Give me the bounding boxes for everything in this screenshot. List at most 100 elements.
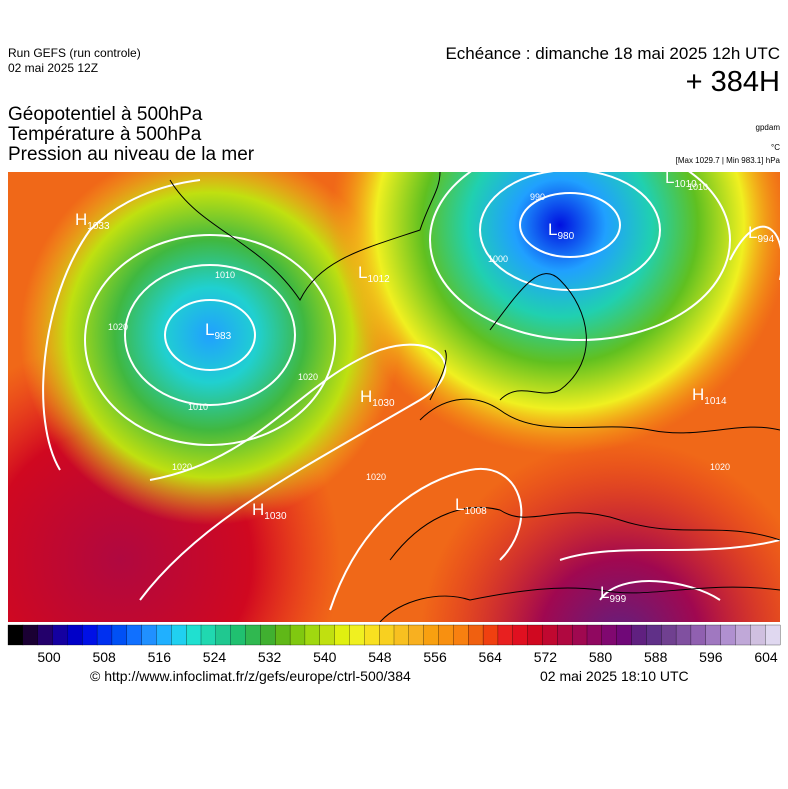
colorbar-cell: [52, 624, 68, 646]
center-value: 1012: [367, 274, 390, 285]
center-value: 1030: [264, 511, 287, 522]
colorbar-cell: [379, 624, 395, 646]
center-value: 1033: [87, 221, 110, 232]
colorbar-cell: [765, 624, 781, 646]
colorbar-cell: [319, 624, 336, 646]
valid-time: Echéance : dimanche 18 mai 2025 12h UTC: [445, 44, 780, 63]
center-letter: L: [205, 320, 214, 339]
unit-celsius: °C: [771, 143, 780, 152]
colorbar-cell: [171, 624, 187, 646]
colorbar-cell: [735, 624, 751, 646]
colorbar-cell: [616, 624, 632, 646]
lead-time: + 384H: [685, 66, 780, 98]
colorbar-cell: [646, 624, 662, 646]
colorbar-cell: [275, 624, 291, 646]
contour-label: 1020: [172, 462, 192, 472]
colorbar-cell: [37, 624, 53, 646]
center-value: 980: [557, 231, 574, 242]
title-3: Pression au niveau de la mer: [8, 144, 255, 165]
colorbar-cell: [245, 624, 261, 646]
colorbar-cell: [96, 624, 113, 646]
unit-gpdam: gpdam: [755, 123, 780, 132]
isobars: [42, 172, 780, 611]
coastlines: [169, 172, 780, 622]
colorbar-tick-label: 516: [148, 649, 172, 665]
center-letter: H: [75, 210, 87, 229]
colorbar-cell: [572, 624, 588, 646]
colorbar-tick-label: 580: [589, 649, 613, 665]
colorbar-cell: [497, 624, 514, 646]
colorbar-cell: [364, 624, 380, 646]
colorbar-cell: [82, 624, 98, 646]
contour-label: 990: [530, 192, 545, 202]
pressure-center: H1030: [360, 387, 395, 409]
colorbar-cell: [705, 624, 722, 646]
center-letter: L: [548, 220, 557, 239]
colorbar-cell: [423, 624, 439, 646]
colorbar-cell: [438, 624, 454, 646]
center-value: 994: [757, 234, 774, 245]
colorbar-cell: [720, 624, 736, 646]
colorbar-cell: [512, 624, 529, 646]
colorbar-cell: [22, 624, 39, 646]
colorbar-tick-label: 604: [754, 649, 778, 665]
map-field: [8, 172, 780, 622]
center-letter: L: [600, 583, 609, 602]
title-1: Géopotentiel à 500hPa: [8, 104, 203, 125]
contour-label: 1020: [298, 372, 318, 382]
pressure-center: L994: [748, 223, 775, 245]
contour-label: 1010: [688, 182, 708, 192]
colorbar-cell: [542, 624, 558, 646]
colorbar-tick-label: 508: [92, 649, 116, 665]
contour-label: 1020: [710, 462, 730, 472]
colorbar-cell: [453, 624, 469, 646]
colorbar-tick-label: 588: [644, 649, 668, 665]
colorbar-tick-label: 532: [258, 649, 282, 665]
center-letter: L: [748, 223, 757, 242]
colorbar-cell: [675, 624, 692, 646]
contour-label: 1010: [215, 270, 235, 280]
colorbar-cell: [408, 624, 425, 646]
colorbar-cell: [260, 624, 276, 646]
colorbar-tick-label: 556: [423, 649, 447, 665]
colorbar-tick-label: 540: [313, 649, 337, 665]
pressure-range: [Max 1029.7 | Min 983.1] hPa: [675, 156, 780, 165]
center-letter: L: [665, 168, 674, 187]
colorbar-cell: [200, 624, 217, 646]
pressure-center: L983: [205, 320, 232, 342]
colorbar-cell: [601, 624, 618, 646]
pressure-center: L999: [600, 583, 627, 605]
run-label: Run GEFS (run controle): [8, 46, 141, 60]
colorbar-cell: [586, 624, 603, 646]
center-letter: L: [358, 263, 367, 282]
colorbar-cell: [215, 624, 232, 646]
colorbar-tick-label: 524: [203, 649, 227, 665]
center-value: 1010: [674, 179, 697, 190]
center-value: 1014: [704, 396, 727, 407]
center-letter: L: [455, 495, 464, 514]
colorbar-cell: [690, 624, 707, 646]
colorbar-cell: [482, 624, 499, 646]
colorbar-cell: [230, 624, 246, 646]
pressure-center: L1012: [358, 263, 390, 285]
colorbar-cell: [156, 624, 172, 646]
colorbar-cell: [141, 624, 157, 646]
colorbar-cell: [334, 624, 350, 646]
colorbar-tick-label: 564: [479, 649, 503, 665]
run-date: 02 mai 2025 12Z: [8, 61, 99, 75]
colorbar-tick-label: 548: [368, 649, 392, 665]
pressure-center: H1033: [75, 210, 110, 232]
contour-label: 1020: [108, 322, 128, 332]
contour-label: 1020: [366, 472, 386, 482]
center-value: 983: [214, 331, 231, 342]
pressure-center: L1010: [665, 168, 697, 190]
colorbar-cell: [661, 624, 677, 646]
contour-label: 1000: [488, 254, 508, 264]
colorbar-cell: [527, 624, 543, 646]
colorbar-cell: [557, 624, 573, 646]
source-credit: © http://www.infoclimat.fr/z/gefs/europe…: [90, 668, 411, 684]
colorbar-cell: [126, 624, 143, 646]
colorbar-cell: [304, 624, 321, 646]
